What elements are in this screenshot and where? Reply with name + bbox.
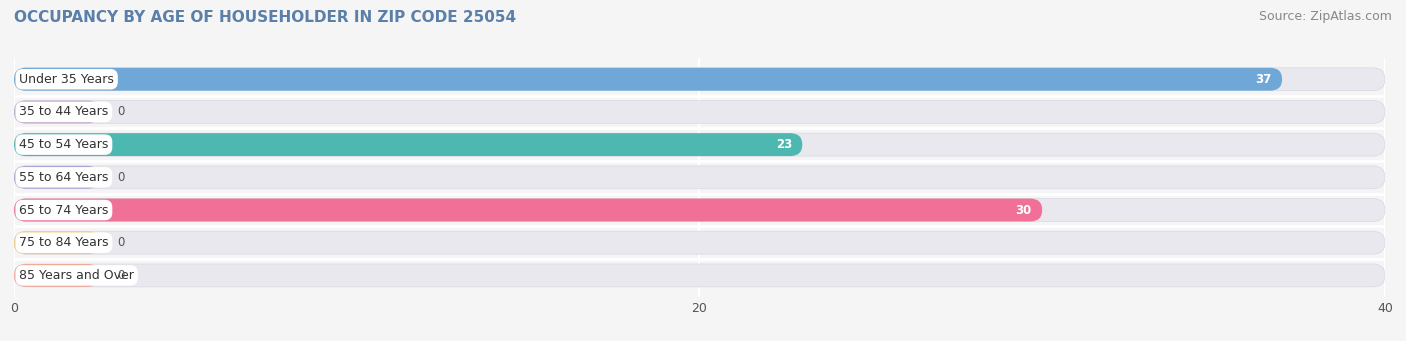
Text: 65 to 74 Years: 65 to 74 Years (20, 204, 108, 217)
Text: 75 to 84 Years: 75 to 84 Years (20, 236, 108, 249)
FancyBboxPatch shape (14, 231, 1385, 254)
Text: OCCUPANCY BY AGE OF HOUSEHOLDER IN ZIP CODE 25054: OCCUPANCY BY AGE OF HOUSEHOLDER IN ZIP C… (14, 10, 516, 25)
Text: Source: ZipAtlas.com: Source: ZipAtlas.com (1258, 10, 1392, 23)
Text: 85 Years and Over: 85 Years and Over (20, 269, 134, 282)
FancyBboxPatch shape (14, 198, 1385, 221)
FancyBboxPatch shape (14, 166, 1385, 189)
FancyBboxPatch shape (14, 101, 100, 123)
Text: 0: 0 (117, 171, 124, 184)
Text: 0: 0 (117, 236, 124, 249)
Text: 0: 0 (117, 269, 124, 282)
FancyBboxPatch shape (14, 264, 1385, 287)
FancyBboxPatch shape (14, 133, 1385, 156)
Text: 37: 37 (1256, 73, 1272, 86)
Text: 23: 23 (776, 138, 792, 151)
FancyBboxPatch shape (14, 198, 1042, 221)
FancyBboxPatch shape (14, 166, 100, 189)
Text: 55 to 64 Years: 55 to 64 Years (20, 171, 108, 184)
FancyBboxPatch shape (14, 101, 1385, 123)
Text: 0: 0 (117, 105, 124, 118)
Text: 45 to 54 Years: 45 to 54 Years (20, 138, 108, 151)
FancyBboxPatch shape (14, 231, 100, 254)
FancyBboxPatch shape (14, 264, 100, 287)
Text: Under 35 Years: Under 35 Years (20, 73, 114, 86)
Text: 30: 30 (1015, 204, 1032, 217)
FancyBboxPatch shape (14, 68, 1385, 91)
Text: 35 to 44 Years: 35 to 44 Years (20, 105, 108, 118)
FancyBboxPatch shape (14, 68, 1282, 91)
FancyBboxPatch shape (14, 133, 803, 156)
